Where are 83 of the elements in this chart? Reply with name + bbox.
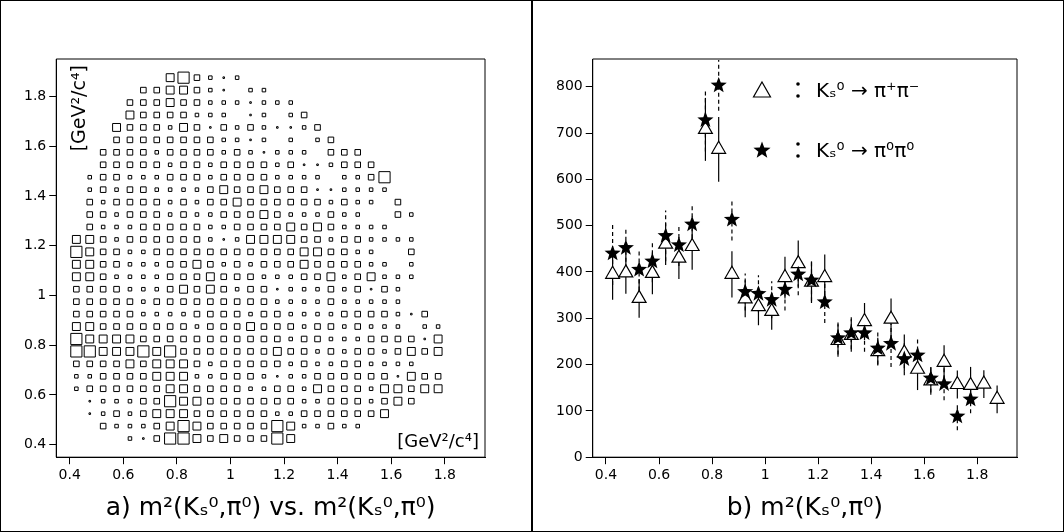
point	[910, 360, 926, 374]
point	[909, 346, 926, 363]
x-tick-label: 1.6	[380, 466, 403, 483]
point	[671, 249, 687, 263]
x-tick-label: 1	[225, 466, 235, 483]
x-tick-label: 1	[760, 466, 770, 483]
point	[631, 261, 648, 277]
point	[723, 211, 741, 227]
point	[935, 375, 953, 391]
point	[936, 353, 952, 367]
y-tick-label: 600	[555, 170, 583, 187]
x-tick-label: 0.8	[700, 466, 724, 483]
y-axis-title: [GeV²/c⁴]	[66, 65, 89, 152]
x-tick-label: 0.4	[594, 466, 618, 483]
point	[750, 285, 767, 301]
y-tick-label: 700	[555, 123, 583, 140]
point	[697, 111, 714, 127]
point	[883, 310, 899, 324]
point	[605, 265, 621, 279]
legend-label: Kₛ⁰ → π⁰π⁰	[816, 138, 915, 162]
x-tick-label: 1.4	[326, 466, 349, 483]
x-axis-title: a) m²(Kₛ⁰,π⁰) vs. m²(Kₛ⁰,π⁰)	[105, 491, 436, 521]
y-tick-label: 0.6	[24, 385, 47, 402]
y-tick-label: 0	[573, 447, 583, 464]
point	[618, 264, 634, 278]
y-tick-label: 300	[555, 308, 583, 325]
point	[790, 265, 807, 282]
x-tick-label: 1.4	[860, 466, 883, 483]
x-axis-title: b) m²(Kₛ⁰,π⁰)	[726, 491, 883, 521]
x-tick-label: 1.2	[806, 466, 830, 483]
point	[949, 407, 966, 424]
point	[684, 237, 700, 252]
point	[644, 264, 660, 278]
point	[724, 265, 740, 279]
point	[750, 298, 766, 312]
point	[684, 215, 701, 232]
y-tick-label: 400	[555, 262, 583, 279]
point	[989, 390, 1005, 404]
x-tick-label: 0.4	[58, 466, 81, 483]
point	[963, 376, 979, 391]
y-tick-label: 1.4	[24, 186, 47, 203]
point	[764, 302, 780, 316]
point	[777, 268, 793, 283]
y-tick-label: 0.4	[24, 435, 47, 452]
y-tick-label: 800	[555, 77, 583, 94]
x-tick-label: 0.8	[165, 466, 188, 483]
annotation: [GeV²/c⁴]	[397, 429, 479, 451]
y-tick-label: 200	[555, 355, 583, 372]
point	[670, 236, 687, 253]
point	[856, 324, 873, 340]
point	[644, 252, 661, 269]
point	[657, 227, 674, 243]
point	[631, 289, 647, 303]
point	[857, 312, 873, 327]
point	[737, 283, 754, 299]
point	[604, 244, 621, 261]
x-tick-label: 0.6	[647, 466, 671, 483]
y-tick-label: 1.8	[24, 86, 47, 103]
x-tick-label: 1.2	[272, 466, 296, 483]
point	[763, 291, 780, 307]
legend-label: Kₛ⁰ → π⁺π⁻	[816, 78, 920, 102]
y-tick-label: 500	[555, 216, 583, 233]
point	[710, 76, 727, 93]
point	[817, 268, 833, 283]
point	[976, 375, 992, 389]
point	[617, 239, 634, 255]
y-tick-label: 0.8	[24, 335, 47, 352]
y-tick-label: 1	[37, 286, 47, 303]
y-tick-label: 1.6	[24, 136, 47, 153]
point	[711, 140, 727, 154]
x-tick-label: 1.8	[433, 466, 456, 483]
x-tick-label: 0.6	[112, 466, 135, 483]
y-tick-label: 1.2	[24, 236, 47, 253]
point	[816, 293, 833, 309]
x-tick-label: 1.6	[913, 466, 936, 483]
point	[776, 281, 794, 297]
point	[882, 335, 900, 351]
point	[790, 255, 806, 269]
point	[962, 390, 979, 407]
point	[949, 375, 965, 390]
x-tick-label: 1.8	[966, 466, 989, 483]
point	[896, 350, 913, 366]
y-tick-label: 100	[555, 401, 583, 418]
